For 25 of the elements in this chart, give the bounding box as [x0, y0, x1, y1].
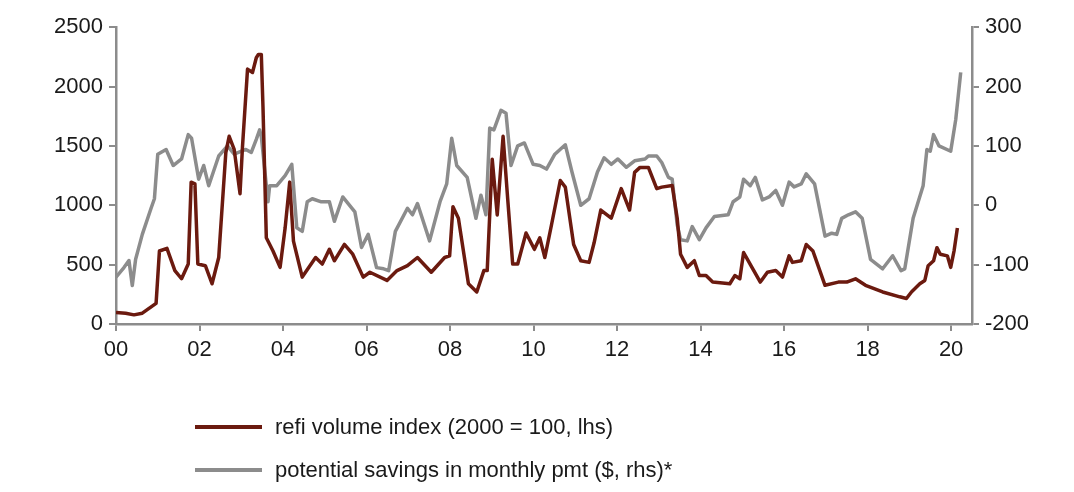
legend-label: refi volume index (2000 = 100, lhs) — [275, 413, 614, 440]
x-tick-label: 16 — [771, 336, 797, 362]
x-tick-label: 06 — [354, 336, 379, 362]
x-tick-label: 14 — [688, 336, 713, 362]
x-tick-label: 12 — [604, 336, 630, 362]
x-tick-label: 04 — [270, 336, 296, 362]
y2-tick-label: 300 — [985, 13, 1022, 39]
y-tick-label: 2500 — [54, 13, 103, 39]
y-tick-label: 1500 — [54, 131, 103, 157]
y2-tick-label: -200 — [985, 310, 1030, 336]
y-tick-label: 2000 — [54, 72, 103, 98]
y-tick-label: 1000 — [54, 191, 103, 217]
x-tick-label: 08 — [437, 336, 463, 362]
y-tick-label: 500 — [66, 250, 103, 276]
legend-label: potential savings in monthly pmt ($, rhs)* — [275, 456, 673, 483]
y2-tick-label: -100 — [985, 250, 1030, 276]
y2-tick-label: 0 — [985, 191, 998, 217]
x-tick-label: 18 — [855, 336, 880, 362]
x-tick-label: 10 — [521, 336, 546, 362]
x-tick-label: 20 — [938, 336, 964, 362]
x-tick-label: 02 — [187, 336, 212, 362]
y2-tick-label: 100 — [985, 131, 1022, 157]
x-tick-label: 00 — [103, 336, 129, 362]
y2-tick-label: 200 — [985, 72, 1022, 98]
y-tick-label: 0 — [90, 310, 103, 336]
